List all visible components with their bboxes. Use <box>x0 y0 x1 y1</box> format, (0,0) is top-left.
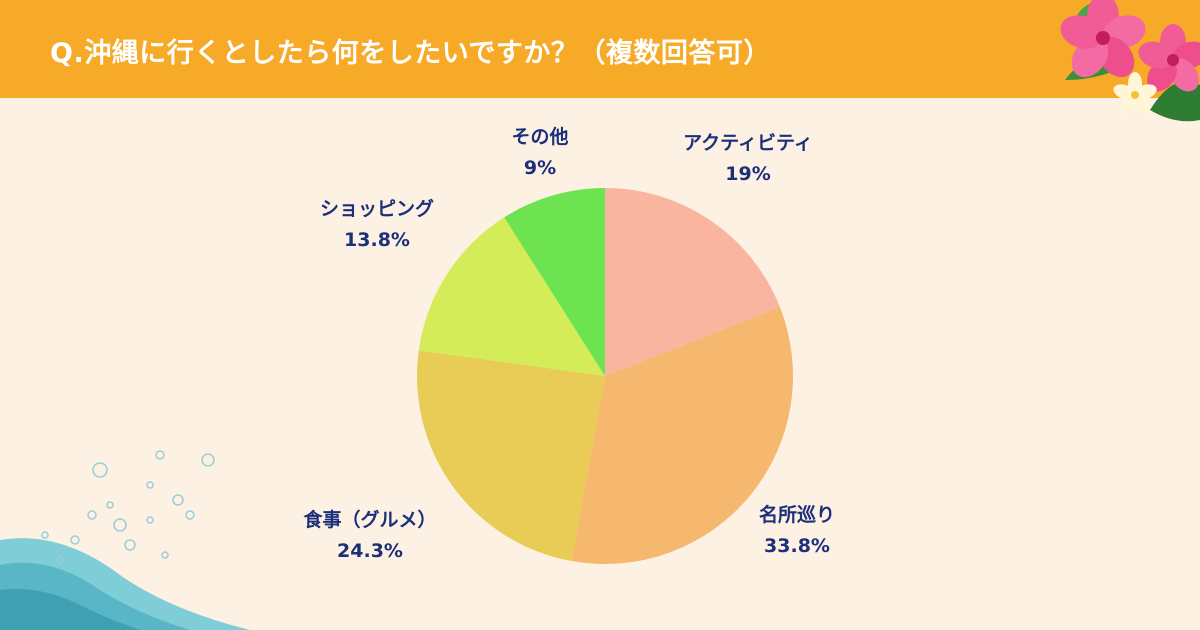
pie-slice-0 <box>605 188 780 376</box>
slice-label-activity: アクティビティ 19% <box>658 128 838 190</box>
slice-label-text: ショッピング <box>319 198 434 220</box>
slice-label-text: 食事（グルメ） <box>303 509 437 531</box>
slice-label-value: 9% <box>523 157 557 179</box>
pie-slice-2 <box>417 350 605 561</box>
pie-slice-1 <box>571 307 793 564</box>
slice-label-other: その他 9% <box>490 122 590 184</box>
slice-label-shopping: ショッピング 13.8% <box>297 194 457 256</box>
slice-label-text: 名所巡り <box>758 504 835 526</box>
slice-label-text: その他 <box>511 126 569 148</box>
page-title: Q.沖縄に行くとしたら何をしたいですか？（複数回答可） <box>50 38 771 69</box>
slice-label-value: 24.3% <box>337 540 403 562</box>
slice-label-value: 33.8% <box>764 535 830 557</box>
pie-slice-3 <box>418 217 605 376</box>
slice-label-value: 19% <box>725 163 771 185</box>
pie-slice-4 <box>504 188 605 376</box>
slice-label-sightseeing: 名所巡り 33.8% <box>732 500 862 562</box>
water-wave-icon <box>0 450 250 630</box>
slice-label-value: 13.8% <box>344 229 410 251</box>
slice-label-food: 食事（グルメ） 24.3% <box>285 505 455 567</box>
hibiscus-flower-icon <box>1060 0 1200 122</box>
header-bar: Q.沖縄に行くとしたら何をしたいですか？（複数回答可） <box>0 0 1200 98</box>
slice-label-text: アクティビティ <box>683 132 813 154</box>
